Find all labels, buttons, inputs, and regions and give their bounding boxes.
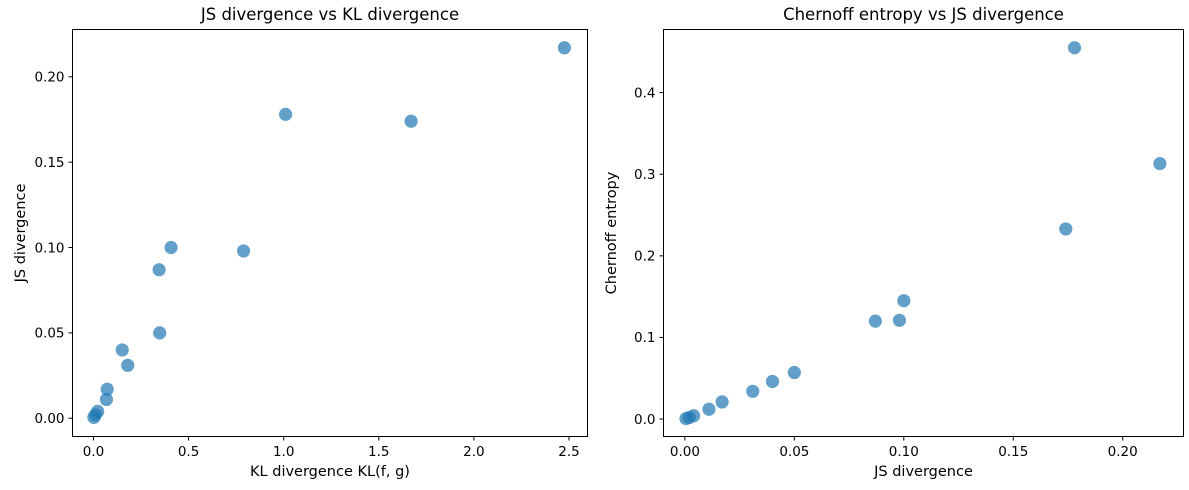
data-point [115,343,129,357]
y-tick-label: 0.4 [634,85,655,101]
data-point [897,294,911,308]
x-tick-label: 0.15 [998,444,1028,460]
x-tick-label: 2.0 [463,444,484,460]
y-tick-label: 0.10 [34,240,64,256]
data-point [687,409,701,423]
x-tick-label: 2.5 [558,444,579,460]
data-point [1067,41,1082,55]
axes-frame [663,29,1184,437]
x-tick-label: 1.5 [368,444,389,460]
data-point [91,404,105,418]
data-point [746,384,760,398]
x-tick-label: 1.0 [273,444,294,460]
data-point [715,395,729,409]
left-plot-xlabel: KL divergence KL(f, g) [250,464,410,480]
data-point [787,365,801,380]
x-tick-label: 0.10 [889,444,919,460]
data-point [164,240,178,255]
right-plot-xlabel: JS divergence [874,464,973,480]
y-tick-label: 0.3 [634,167,655,183]
left-plot-ylabel: JS divergence [13,183,29,283]
data-point [765,374,780,389]
data-point [152,263,166,277]
x-tick-label: 0.00 [670,444,700,460]
data-point [557,41,572,55]
data-point [278,107,293,121]
data-point [153,326,167,340]
y-tick-label: 0.20 [34,70,64,86]
data-point [100,382,114,396]
y-tick-label: 0.0 [634,412,655,428]
data-point [868,314,882,328]
data-point [702,402,716,416]
data-point [404,114,418,128]
data-point [99,392,114,407]
data-point [121,358,135,372]
data-point [892,313,907,327]
y-tick-label: 0.15 [34,155,64,171]
data-point [1059,222,1073,236]
x-tick-label: 0.20 [1108,444,1138,460]
data-point [236,244,251,258]
x-tick-label: 0.0 [83,444,104,460]
y-tick-label: 0.00 [34,411,64,427]
data-point [1153,157,1167,171]
left-plot-title: JS divergence vs KL divergence [200,5,460,24]
y-tick-label: 0.05 [34,326,64,342]
y-tick-label: 0.1 [634,330,655,346]
axes-frame [72,29,588,437]
x-tick-label: 0.05 [779,444,809,460]
right-plot-ylabel: Chernoff entropy [604,171,620,295]
right-plot-title: Chernoff entropy vs JS divergence [783,5,1064,24]
y-tick-label: 0.2 [634,249,655,265]
x-tick-label: 0.5 [178,444,199,460]
